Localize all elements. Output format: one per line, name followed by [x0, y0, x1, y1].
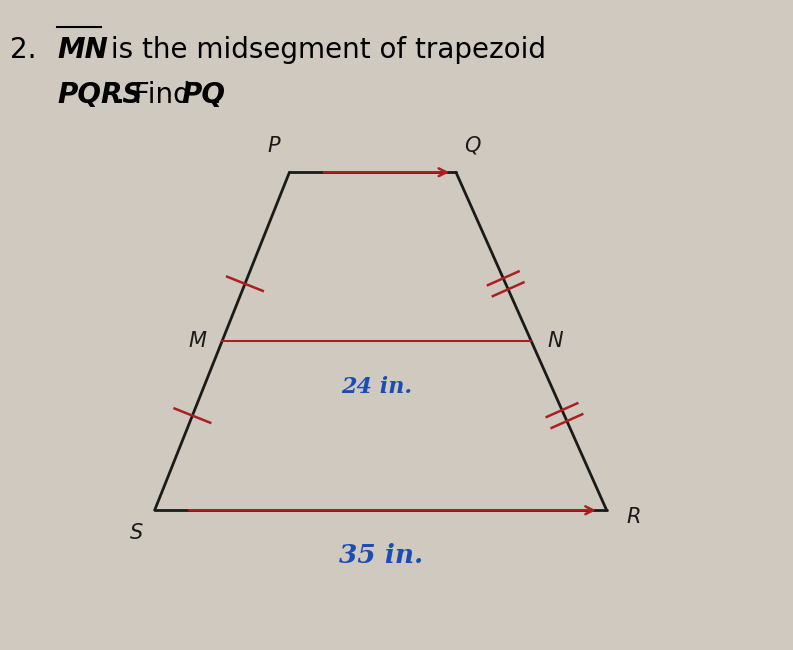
Text: PQ: PQ [182, 81, 225, 109]
Text: MN: MN [57, 36, 108, 64]
Text: is the midsegment of trapezoid: is the midsegment of trapezoid [102, 36, 546, 64]
Text: 35 in.: 35 in. [339, 543, 423, 568]
Text: 2.: 2. [10, 36, 36, 64]
Text: P: P [267, 136, 280, 156]
Text: N: N [547, 332, 563, 351]
Text: Q: Q [464, 136, 480, 156]
Text: R: R [626, 507, 641, 526]
Text: . Find: . Find [116, 81, 199, 109]
Text: M: M [188, 332, 206, 351]
Text: PQRS: PQRS [57, 81, 143, 109]
Text: .: . [213, 81, 222, 109]
Text: 24 in.: 24 in. [341, 376, 412, 398]
Text: S: S [129, 523, 143, 543]
